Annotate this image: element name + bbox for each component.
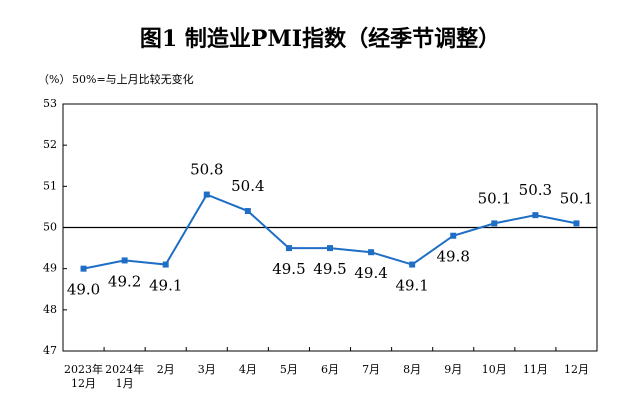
x-year-label: 2023年: [64, 362, 103, 376]
marker: [368, 249, 375, 256]
x-year-label: 2024年: [105, 362, 144, 376]
x-tick-label: 5月: [280, 363, 298, 376]
x-tick-label: 4月: [239, 363, 257, 376]
x-tick-label: 11月: [523, 363, 548, 376]
unit-label: （%）: [38, 73, 70, 86]
data-label: 49.8: [437, 248, 470, 266]
data-label: 50.1: [560, 189, 593, 207]
y-tick-label: 49: [43, 262, 57, 275]
x-tick-label: 3月: [198, 363, 216, 376]
marker: [327, 245, 333, 252]
marker: [121, 257, 128, 264]
data-label: 49.4: [354, 264, 387, 282]
marker: [244, 208, 251, 215]
y-tick-label: 48: [43, 303, 57, 316]
y-tick-label: 53: [43, 97, 57, 110]
x-tick-label: 12月: [564, 363, 589, 376]
x-tick-label: 6月: [321, 363, 339, 376]
data-label: 49.1: [395, 277, 428, 295]
x-tick-label: 2月: [157, 363, 175, 376]
marker: [450, 232, 457, 239]
y-tick-label: 50: [43, 221, 57, 234]
y-tick-label: 51: [43, 179, 57, 192]
data-label: 49.0: [67, 281, 100, 299]
marker: [162, 261, 169, 268]
data-label: 50.4: [231, 177, 264, 195]
data-label: 49.1: [149, 277, 182, 295]
marker: [532, 212, 539, 219]
chart-title: 图1 制造业PMI指数（经季节调整）: [140, 26, 500, 52]
y-tick-label: 52: [43, 138, 57, 151]
x-tick-label: 7月: [362, 363, 380, 376]
marker: [573, 220, 580, 227]
x-tick-label: 10月: [482, 363, 507, 376]
y-tick-label: 47: [43, 344, 57, 357]
marker: [80, 265, 87, 272]
data-label: 50.3: [519, 181, 552, 199]
note: 50%=与上月比较无变化: [72, 72, 194, 86]
marker: [409, 261, 416, 268]
x-tick-label: 9月: [444, 363, 462, 376]
marker: [491, 220, 498, 227]
marker: [285, 245, 292, 252]
x-tick-label: 1月: [116, 377, 134, 390]
x-tick-label: 8月: [403, 363, 421, 376]
data-label: 49.2: [108, 272, 141, 290]
data-label: 49.5: [313, 260, 346, 278]
x-tick-label: 12月: [71, 377, 96, 390]
data-label: 49.5: [272, 260, 305, 278]
marker: [203, 191, 210, 198]
data-label: 50.1: [478, 189, 511, 207]
data-label: 50.8: [190, 161, 223, 179]
